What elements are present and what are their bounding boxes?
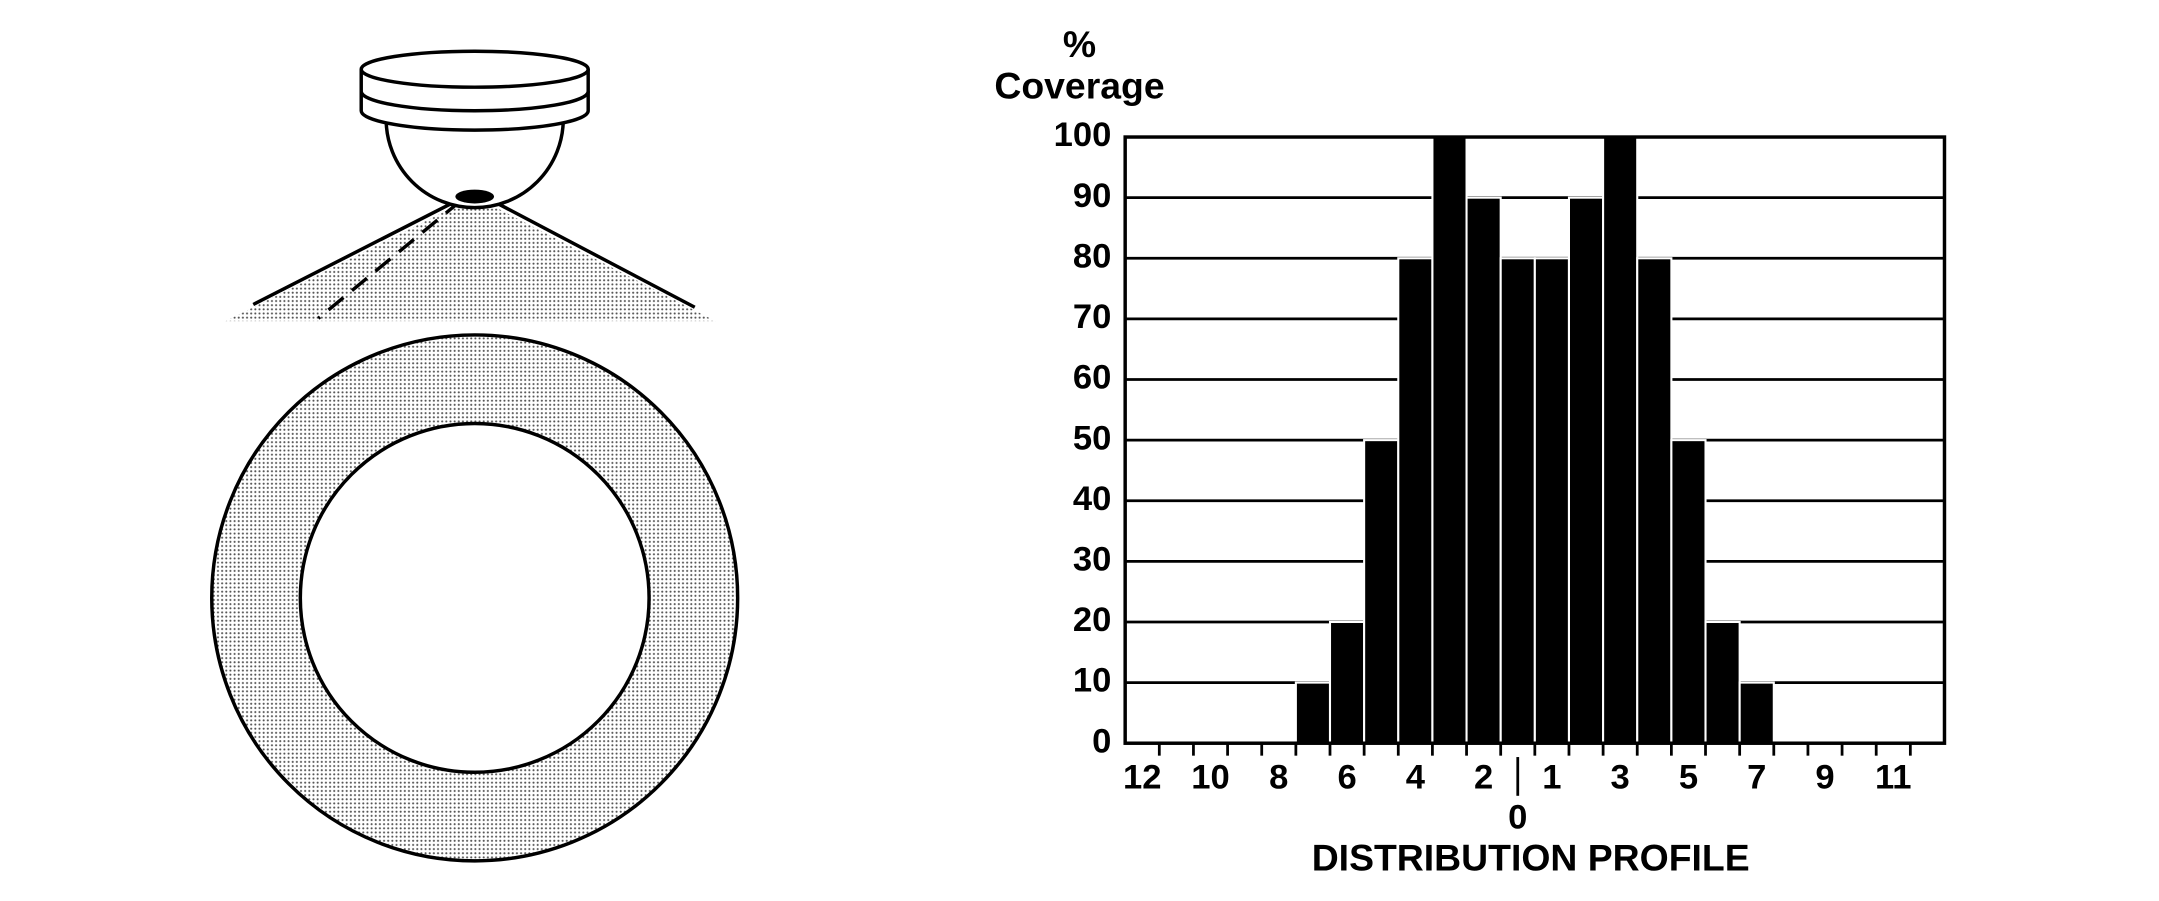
x-tick-label: 1 — [1542, 758, 1561, 796]
x-tick-label: 2 — [1474, 758, 1493, 796]
x-tick-label: 6 — [1337, 758, 1356, 796]
spray-edge — [483, 195, 696, 309]
x-tick-label: 10 — [1191, 758, 1229, 796]
x-tick-label: 11 — [1875, 758, 1912, 796]
sprinkler-top — [359, 49, 590, 89]
x-tick-label: 8 — [1269, 758, 1288, 796]
bar — [1363, 439, 1400, 745]
y-tick-label: 50 — [1073, 419, 1111, 457]
y-tick-label: 20 — [1073, 601, 1111, 639]
y-tick-label: 70 — [1073, 298, 1111, 336]
y-tick-label: 0 — [1092, 722, 1111, 760]
bar — [1328, 620, 1366, 745]
x-tick-label: 7 — [1747, 758, 1766, 796]
bar — [1738, 681, 1775, 745]
y-tick-label: 80 — [1073, 237, 1111, 275]
bar — [1397, 257, 1434, 745]
x-tick-label: 3 — [1611, 758, 1630, 796]
bar — [1465, 196, 1502, 745]
bar — [1602, 135, 1639, 745]
y-tick-label: 40 — [1073, 480, 1111, 518]
y-tick-label: 60 — [1073, 359, 1111, 397]
nozzle — [455, 189, 495, 204]
x-tick-label: 5 — [1679, 758, 1698, 796]
bar — [1670, 439, 1707, 745]
sprinkler-rim — [359, 91, 590, 113]
y-tick-label: 30 — [1073, 540, 1111, 578]
x-tick-label: 9 — [1815, 758, 1834, 796]
bar — [1533, 257, 1571, 745]
spray-cone — [225, 196, 716, 322]
bar — [1499, 257, 1536, 745]
x-tick-label: 4 — [1406, 758, 1426, 796]
spray-edge — [252, 194, 466, 307]
bar — [1431, 135, 1468, 745]
y-tick-label: 100 — [1054, 116, 1112, 154]
spray-dash — [317, 199, 462, 320]
sprinkler-illustration — [210, 49, 740, 863]
ring-center — [298, 421, 651, 775]
y-tick-label: 90 — [1073, 177, 1111, 215]
y-axis-label: Coverage — [994, 64, 1164, 106]
sprinkler-dome — [384, 117, 566, 210]
bar — [1294, 681, 1332, 745]
bar — [1567, 196, 1605, 745]
bar — [1636, 257, 1673, 745]
x-tick-label: 0 — [1508, 798, 1527, 836]
y-tick-label: 10 — [1073, 662, 1111, 700]
bar — [1704, 620, 1741, 745]
x-tick-label: 12 — [1123, 758, 1161, 796]
y-axis-label: % — [1063, 23, 1096, 65]
x-axis-label: DISTRIBUTION PROFILE — [1312, 837, 1750, 879]
